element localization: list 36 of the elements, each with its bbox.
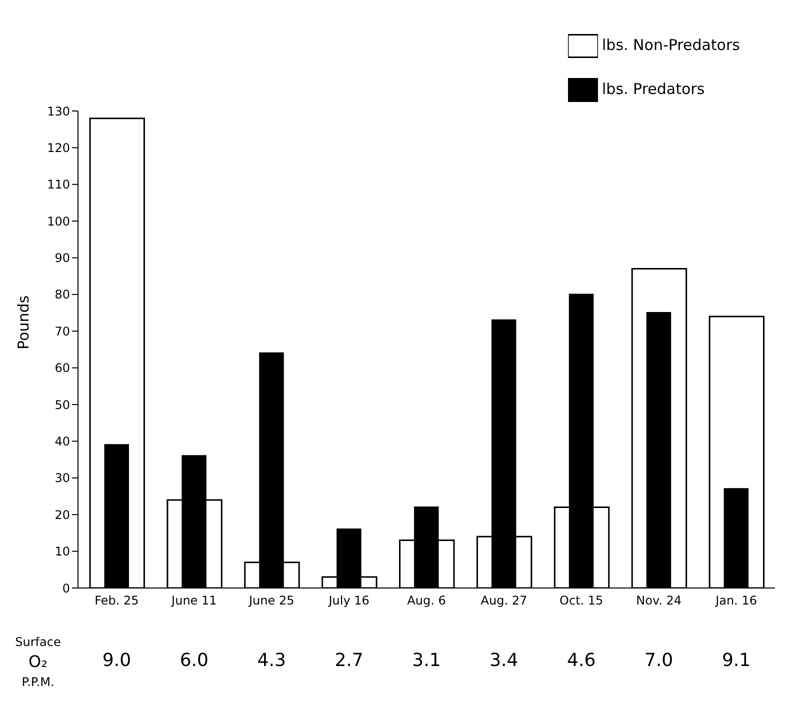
x-tick-label: Nov. 24 <box>636 594 682 608</box>
legend-label: lbs. Non-Predators <box>602 36 740 54</box>
legend-label: lbs. Predators <box>602 80 705 98</box>
y-tick-label: 40 <box>54 434 70 448</box>
x-tick-label: June 11 <box>170 594 217 608</box>
x-tick-label: Feb. 25 <box>94 594 139 608</box>
x-tick-label: June 25 <box>248 594 294 608</box>
text: 7.0 <box>644 650 674 671</box>
text: 3.1 <box>411 650 442 671</box>
text: 6.0 <box>178 650 210 671</box>
y-tick-label: 110 <box>47 178 70 192</box>
y-tick-label: 100 <box>47 214 70 228</box>
x-tick-label: Jan. 16 <box>714 594 757 608</box>
y-tick-label: 90 <box>54 251 70 266</box>
y-tick-label: 70 <box>54 324 70 338</box>
y-axis-title: Pounds <box>14 295 32 350</box>
text: 4.3 <box>256 650 287 671</box>
x-tick-label: Aug. 27 <box>480 594 528 608</box>
y-tick-label: 120 <box>47 140 70 155</box>
x-tick-label: July 16 <box>328 594 370 608</box>
text: Surface O₂ P.P.M. <box>14 634 62 691</box>
y-tick-label: 20 <box>54 508 70 522</box>
text: 3.4 <box>488 650 520 671</box>
y-tick-label: 80 <box>54 288 70 302</box>
y-tick-label: 130 <box>47 104 70 118</box>
text: 9.0 <box>101 650 132 671</box>
y-tick-label: 60 <box>54 361 70 376</box>
y-tick-label: 0 <box>62 581 70 596</box>
y-tick-label: 50 <box>54 398 70 412</box>
text: 2.7 <box>334 650 364 671</box>
y-tick-label: 10 <box>54 544 70 559</box>
y-tick-label: 30 <box>54 471 70 486</box>
text: 9.1 <box>720 650 752 671</box>
x-tick-label: Aug. 6 <box>407 594 446 608</box>
x-tick-label: Oct. 15 <box>560 594 604 608</box>
text: 4.6 <box>566 650 597 671</box>
